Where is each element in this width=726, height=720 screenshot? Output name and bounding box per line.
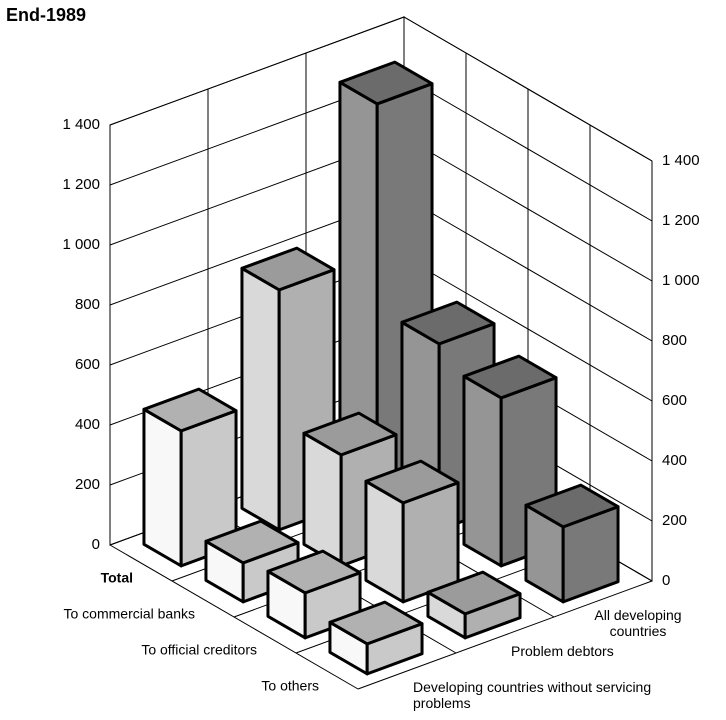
category-label: To others: [261, 678, 319, 694]
bar-top: [338, 60, 434, 106]
y2-tick-label: 800: [662, 332, 687, 349]
bar: [328, 600, 424, 676]
bar: [426, 570, 522, 640]
bar-side: [142, 407, 183, 568]
bar-top: [462, 354, 558, 400]
bar-top: [364, 459, 460, 505]
y2-tick-label: 0: [662, 572, 670, 589]
bar-top: [204, 519, 300, 565]
y-tick-label: 1 400: [62, 116, 100, 133]
chart-title: End-1989: [6, 5, 86, 25]
grid-line: [403, 16, 653, 162]
y-tick-label: 800: [75, 296, 100, 313]
y-tick-label: 400: [75, 416, 100, 433]
series-label: Developing countries without servicing p…: [413, 679, 652, 711]
bar-side: [462, 374, 503, 568]
y2-tick-label: 1 200: [662, 212, 700, 229]
series-label: All developing countries: [594, 607, 682, 639]
y-tick-label: 200: [75, 476, 100, 493]
grid-line: [403, 136, 653, 282]
y-tick-label: 1 000: [62, 236, 100, 253]
y-tick-label: 600: [75, 356, 100, 373]
floor-line: [357, 580, 653, 690]
bar-top: [524, 483, 620, 529]
bar: [364, 459, 460, 604]
bar: [524, 483, 620, 604]
y-tick-label: 1 200: [62, 176, 100, 193]
bar-top: [266, 549, 362, 595]
grid-line: [403, 256, 653, 402]
bar-top: [426, 570, 522, 616]
bar: [266, 549, 362, 640]
category-label: To official creditors: [141, 642, 257, 658]
bar-top: [302, 411, 398, 457]
bar-top: [142, 387, 238, 433]
bar-top: [400, 300, 496, 346]
y2-tick-label: 600: [662, 392, 687, 409]
y2-tick-label: 1 400: [662, 152, 700, 169]
y2-tick-label: 400: [662, 452, 687, 469]
grid-line: [403, 196, 653, 342]
grid-line: [403, 76, 653, 222]
bar-top: [240, 246, 336, 292]
grid-line: [109, 16, 405, 126]
category-label: Total: [101, 570, 133, 586]
bar-top: [328, 600, 424, 646]
category-label: To commercial banks: [64, 606, 196, 622]
bar-side: [240, 266, 281, 532]
y-tick-label: 0: [92, 536, 100, 553]
y2-tick-label: 1 000: [662, 272, 700, 289]
y2-tick-label: 200: [662, 512, 687, 529]
series-label: Problem debtors: [511, 643, 614, 659]
